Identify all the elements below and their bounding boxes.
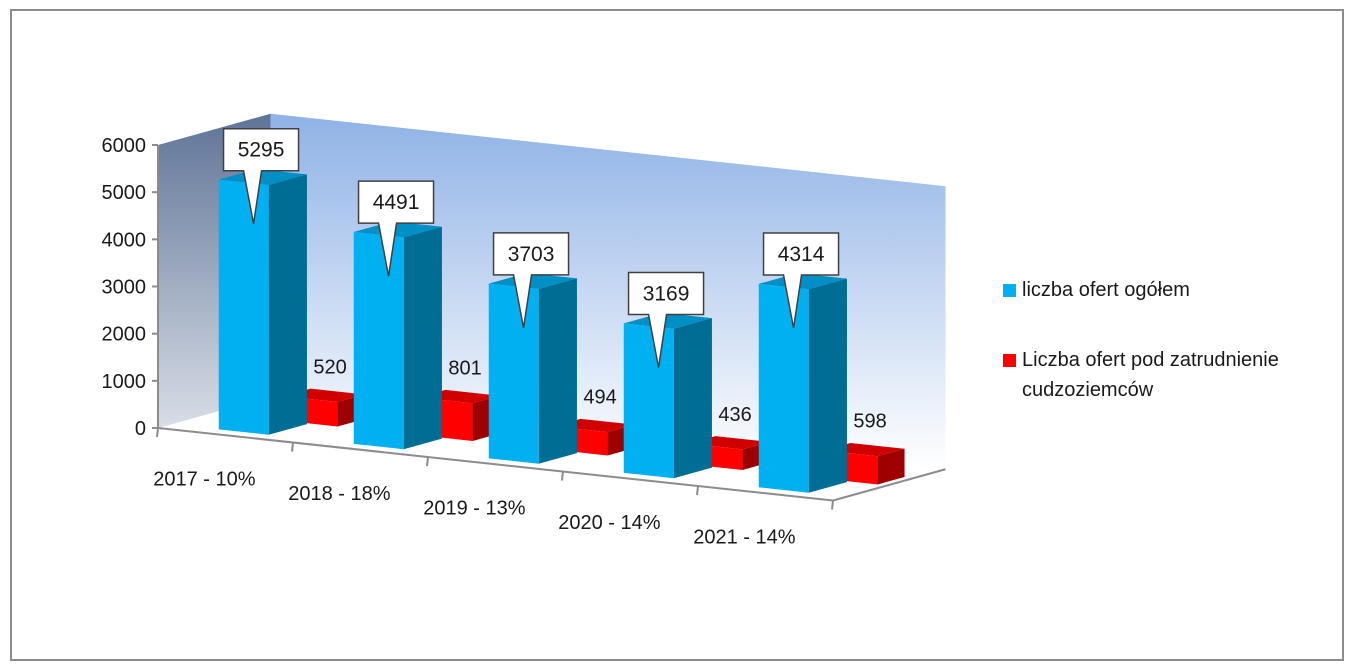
bar-series-0-3-top bbox=[623, 312, 712, 329]
bar-series-0-0-top bbox=[218, 168, 307, 185]
x-tick-label: 2021 - 14% bbox=[693, 526, 796, 548]
callout-series-0 bbox=[357, 180, 435, 277]
y-tick-label: 6000 bbox=[102, 135, 147, 157]
floor-right-edge bbox=[832, 468, 946, 502]
legend-label-series-1: Liczba ofert pod zatrudnienie cudzoziemc… bbox=[1022, 349, 1279, 401]
x-tick-label: 2020 - 14% bbox=[558, 512, 661, 534]
data-label-series-1: 801 bbox=[448, 358, 481, 380]
x-tick-label: 2019 - 13% bbox=[423, 497, 526, 519]
bar-series-0-4-front bbox=[758, 283, 809, 493]
data-label-series-0: 4314 bbox=[778, 243, 825, 266]
bar-series-0-3 bbox=[623, 312, 712, 479]
x-tick-mark bbox=[426, 456, 429, 467]
bar-series-0-0-side bbox=[268, 174, 307, 435]
x-tick-mark bbox=[831, 500, 834, 510]
data-label-series-0: 3169 bbox=[643, 283, 690, 306]
data-label-series-1: 494 bbox=[583, 387, 616, 409]
bar-series-0-1 bbox=[353, 221, 442, 450]
bar-series-0-1-side bbox=[403, 226, 442, 450]
bar-series-0-4-side bbox=[808, 278, 847, 493]
bar-series-0-2 bbox=[488, 273, 577, 464]
bar-series-0-4 bbox=[758, 273, 847, 493]
y-tick-label: 1000 bbox=[102, 371, 147, 393]
x-tick-mark bbox=[561, 471, 564, 481]
chart-bars bbox=[218, 168, 905, 493]
callout-series-0 bbox=[627, 271, 705, 368]
bar-series-1-4-side bbox=[877, 448, 905, 485]
y-tick-label: 2000 bbox=[102, 324, 147, 346]
legend-swatch-series-0 bbox=[1003, 284, 1016, 297]
x-axis-line bbox=[157, 427, 834, 502]
callout-series-0 bbox=[222, 127, 300, 224]
data-label-series-0: 4491 bbox=[373, 191, 420, 214]
x-tick-mark bbox=[291, 442, 294, 452]
chart-labels: 2017 - 10% 2018 - 18% 2019 - 13% 2020 - 14%… bbox=[153, 127, 887, 548]
data-label-series-0: 5295 bbox=[238, 139, 285, 162]
y-tick-label: 0 bbox=[135, 418, 146, 440]
bar-series-0-2-front bbox=[488, 283, 539, 464]
y-tick-label: 3000 bbox=[102, 277, 147, 299]
data-label-series-1: 436 bbox=[718, 404, 751, 426]
x-tick-label: 2018 - 18% bbox=[288, 483, 391, 505]
legend-label-series-0: liczba ofert ogółem bbox=[1022, 279, 1190, 301]
callout-series-0 bbox=[762, 232, 840, 329]
legend-swatch-series-1 bbox=[1003, 354, 1016, 367]
legend: liczba ofert ogółem Liczba ofert pod zat… bbox=[1003, 275, 1343, 445]
callout-series-0 bbox=[492, 232, 570, 328]
data-label-series-1: 598 bbox=[853, 411, 886, 433]
bar-series-0-4-top bbox=[758, 273, 847, 290]
legend-item-series-1: Liczba ofert pod zatrudnienie cudzoziemc… bbox=[1003, 345, 1343, 405]
x-tick-mark bbox=[696, 485, 699, 496]
y-tick-label: 4000 bbox=[102, 229, 147, 251]
data-label-series-1: 520 bbox=[313, 356, 346, 378]
x-tick-label: 2017 - 10% bbox=[153, 468, 256, 490]
bar-series-0-0-front bbox=[218, 179, 269, 435]
bar-series-0-1-front bbox=[353, 231, 404, 450]
y-tick-label: 5000 bbox=[102, 182, 147, 204]
bar-series-0-2-top bbox=[488, 273, 577, 290]
bar-series-0-1-top bbox=[353, 221, 442, 238]
legend-item-series-0: liczba ofert ogółem bbox=[1003, 275, 1343, 305]
data-label-series-0: 3703 bbox=[508, 243, 555, 266]
bar-series-0-0 bbox=[218, 168, 307, 435]
bar-series-0-3-front bbox=[623, 323, 674, 479]
bar-series-0-2-side bbox=[538, 278, 577, 464]
x-tick-mark bbox=[156, 427, 159, 438]
chart-axes: 0 1000 2000 3000 4000 5000 6000 bbox=[102, 135, 946, 510]
bar-series-0-3-side bbox=[673, 318, 712, 479]
